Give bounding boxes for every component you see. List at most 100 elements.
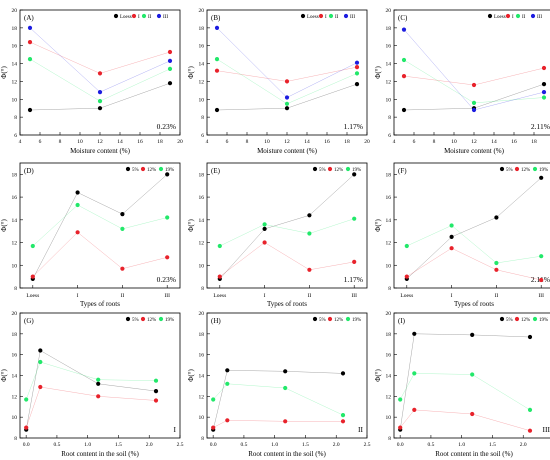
x-tick-label: 16 xyxy=(511,139,517,145)
x-axis-label: Root content in the soil (%) xyxy=(435,450,513,458)
y-tick-label: 10 xyxy=(199,263,205,269)
y-tick-label: 8 xyxy=(14,115,17,121)
data-point-12pct xyxy=(24,425,29,430)
data-point-19pct xyxy=(24,397,29,402)
legend-marker xyxy=(514,166,520,172)
data-point-ii xyxy=(27,57,33,62)
series-line-5pct xyxy=(406,177,542,280)
data-point-5pct xyxy=(38,348,43,353)
data-point-5pct xyxy=(153,389,159,394)
data-point-12pct xyxy=(165,255,170,260)
data-point-iii xyxy=(471,107,477,113)
panel-annotation: 0.23% xyxy=(157,122,176,131)
legend-label: II xyxy=(148,15,152,20)
legend-label: 19% xyxy=(165,168,174,173)
x-tick-label: 2.0 xyxy=(146,442,153,448)
y-tick-label: 16 xyxy=(386,353,392,359)
data-point-i xyxy=(541,65,547,71)
x-tick-label: 4 xyxy=(393,139,396,145)
y-tick-label: 20 xyxy=(12,311,18,317)
panel-label: (C) xyxy=(398,14,408,22)
data-point-12pct xyxy=(539,277,544,283)
series-line-19pct xyxy=(406,225,542,264)
data-point-19pct xyxy=(539,254,544,259)
x-tick-label: 0.0 xyxy=(397,442,404,448)
data-point-12pct xyxy=(38,384,43,390)
panel-label: (F) xyxy=(398,167,407,175)
panel-label: (D) xyxy=(24,167,34,175)
x-tick-label: 0.0 xyxy=(210,442,217,448)
x-tick-label: Loess xyxy=(400,293,413,299)
legend-label: Loess xyxy=(307,15,319,20)
data-point-loess xyxy=(97,106,103,111)
series-line-5pct xyxy=(25,350,157,430)
legend-label: 5% xyxy=(319,168,326,173)
data-point-19pct xyxy=(75,202,80,208)
y-axis-label: Φ(°) xyxy=(187,369,195,382)
y-tick-label: 6 xyxy=(201,133,204,139)
y-axis-label: Φ(°) xyxy=(187,219,195,232)
panel-annotation: 0.23% xyxy=(157,275,176,284)
y-tick-label: 14 xyxy=(386,374,392,380)
y-tick-label: 14 xyxy=(199,374,205,380)
data-point-12pct xyxy=(262,240,267,245)
legend-marker xyxy=(156,13,162,19)
y-tick-label: 16 xyxy=(199,44,205,50)
y-tick-label: 12 xyxy=(199,241,205,247)
x-tick-label: 10 xyxy=(77,139,83,145)
x-tick-label: 10 xyxy=(451,139,457,145)
legend-label: 5% xyxy=(132,168,139,173)
legend-marker xyxy=(487,13,493,19)
y-tick-label: 20 xyxy=(199,8,205,14)
data-point-12pct xyxy=(340,419,346,424)
data-point-5pct xyxy=(470,332,475,337)
y-tick-label: 16 xyxy=(199,195,205,201)
series-line-19pct xyxy=(399,373,531,411)
legend-marker xyxy=(318,13,324,19)
data-point-12pct xyxy=(449,246,454,251)
series-line-19pct xyxy=(213,383,344,416)
plot-frame xyxy=(19,312,181,439)
y-tick-label: 14 xyxy=(386,218,392,224)
plot-frame xyxy=(393,162,550,289)
legend-marker xyxy=(125,166,131,172)
data-point-12pct xyxy=(352,259,357,264)
data-point-12pct xyxy=(527,428,533,433)
legend-marker xyxy=(125,316,131,322)
y-tick-label: 14 xyxy=(386,62,392,68)
x-tick-label: 18 xyxy=(157,139,163,145)
data-point-i xyxy=(354,65,360,70)
y-tick-label: 18 xyxy=(199,172,205,178)
y-tick-label: 8 xyxy=(388,436,391,442)
legend-label: 19% xyxy=(352,168,361,173)
data-point-12pct xyxy=(283,419,288,424)
x-tick-label: 20 xyxy=(364,139,370,145)
y-tick-label: 18 xyxy=(12,26,18,32)
legend-label: 19% xyxy=(352,318,361,323)
data-point-ii xyxy=(401,57,407,63)
legend-marker xyxy=(345,166,351,172)
data-point-12pct xyxy=(153,398,159,403)
legend-label: Loess xyxy=(120,15,132,20)
series-line-19pct xyxy=(32,204,168,247)
data-point-19pct xyxy=(217,243,222,249)
legend-label: II xyxy=(335,15,339,20)
data-point-5pct xyxy=(96,381,101,386)
y-tick-label: 12 xyxy=(12,79,18,85)
x-tick-label: 14 xyxy=(304,139,310,145)
data-point-i xyxy=(284,79,290,84)
legend-label: 12% xyxy=(334,318,343,323)
x-tick-label: I xyxy=(77,293,79,299)
legend-marker xyxy=(499,316,505,322)
data-point-19pct xyxy=(211,397,216,402)
y-tick-label: 18 xyxy=(386,26,392,32)
y-tick-label: 6 xyxy=(14,133,17,139)
data-point-i xyxy=(471,82,477,88)
legend-marker xyxy=(327,316,333,322)
x-tick-label: 12 xyxy=(97,139,103,145)
x-tick-label: 1.5 xyxy=(489,442,496,448)
data-point-i xyxy=(27,40,33,45)
series-line-19pct xyxy=(25,361,157,400)
x-tick-label: 0.5 xyxy=(53,442,60,448)
legend-label: III xyxy=(163,15,168,20)
